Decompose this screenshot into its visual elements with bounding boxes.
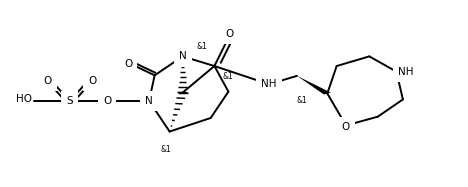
Text: O: O (103, 96, 111, 106)
Text: O: O (124, 59, 132, 69)
Text: &1: &1 (296, 96, 307, 105)
Polygon shape (297, 76, 331, 94)
Text: N: N (145, 96, 153, 106)
Text: O: O (342, 122, 350, 132)
Text: NH: NH (261, 79, 277, 89)
Text: HO: HO (16, 94, 32, 104)
Text: N: N (179, 51, 187, 61)
Text: &1: &1 (161, 145, 171, 154)
Text: NH: NH (398, 67, 413, 77)
Text: &1: &1 (197, 42, 207, 51)
Text: O: O (88, 76, 96, 85)
Text: S: S (66, 96, 73, 106)
Text: &1: &1 (223, 72, 234, 81)
Text: O: O (43, 76, 51, 85)
Text: O: O (225, 29, 234, 39)
